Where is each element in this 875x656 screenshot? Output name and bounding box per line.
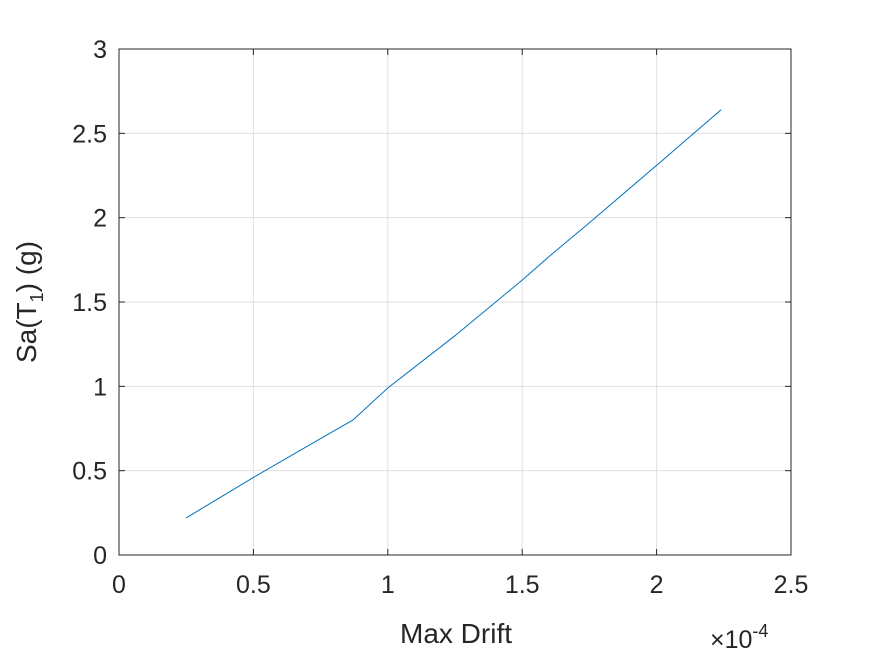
y-tick-label: 1.5: [72, 289, 107, 317]
y-axis-label-tail: ) (g): [11, 241, 42, 292]
x-axis-exponent-power: -4: [752, 621, 768, 641]
y-tick-label: 2.5: [72, 120, 107, 148]
x-tick-labels: 0 0.5 1 1.5 2 2.5: [112, 571, 808, 599]
y-tick-label: 2: [93, 205, 107, 233]
x-tick-label: 0: [112, 571, 126, 599]
x-tick-label: 0.5: [236, 571, 271, 599]
series-line: [185, 109, 722, 519]
x-tick-label: 1.5: [505, 571, 540, 599]
y-axis-label-subscript: 1: [27, 292, 47, 302]
ticks: [118, 48, 792, 556]
series-layer: [185, 109, 722, 519]
y-tick-label: 0: [93, 542, 107, 570]
y-tick-label: 3: [93, 36, 107, 64]
y-tick-label: 0.5: [72, 458, 107, 486]
y-axis-label: Sa(T1) (g): [11, 241, 47, 363]
x-tick-label: 1: [381, 571, 395, 599]
x-axis-exponent-base: ×10: [710, 626, 752, 654]
x-tick-label: 2: [650, 571, 664, 599]
y-tick-labels: 0 0.5 1 1.5 2 2.5 3: [72, 36, 107, 570]
y-tick-label: 1: [93, 373, 107, 401]
y-axis-label-main: Sa(T: [11, 302, 42, 363]
x-tick-label: 2.5: [774, 571, 809, 599]
grid: [118, 48, 792, 556]
x-axis-exponent: ×10-4: [710, 621, 768, 654]
x-axis-label: Max Drift: [400, 618, 512, 649]
